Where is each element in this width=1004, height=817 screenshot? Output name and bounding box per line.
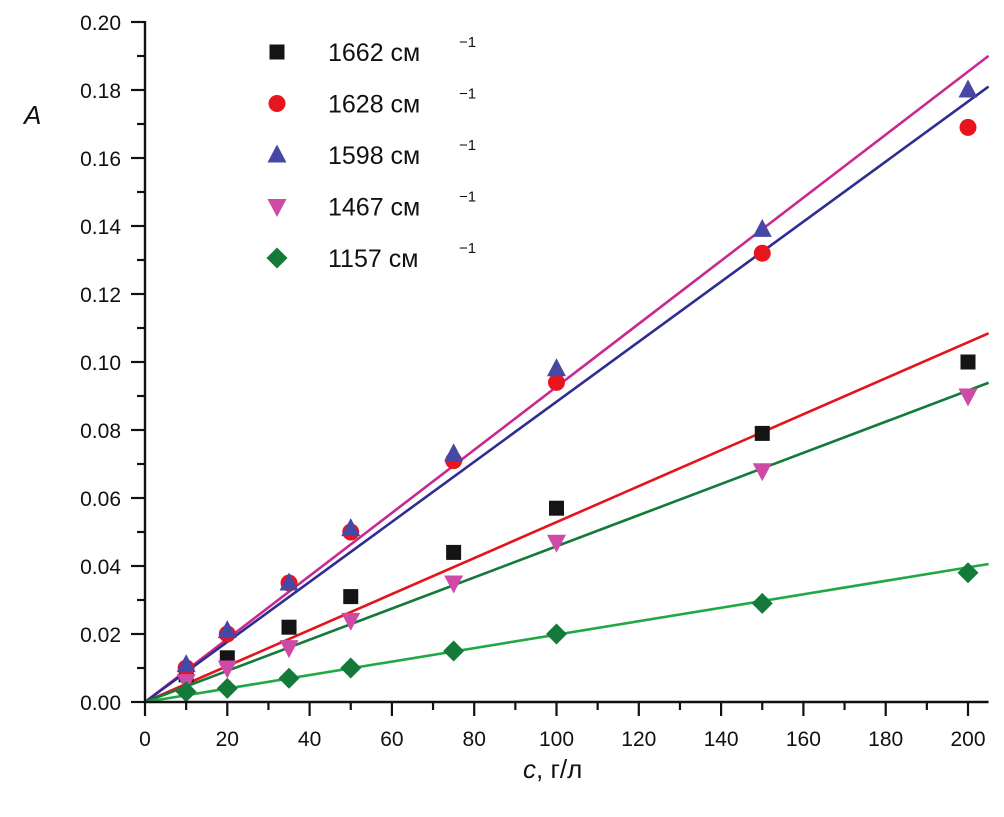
data-point-series-2 xyxy=(341,518,361,537)
legend-marker-circle-icon xyxy=(268,95,286,112)
legend-label: 1628 см xyxy=(328,91,420,119)
x-tick-label: 80 xyxy=(463,728,486,751)
data-point-series-3 xyxy=(752,463,772,482)
data-point-series-4 xyxy=(751,592,773,614)
legend-label: 1598 см xyxy=(328,142,420,170)
data-point-series-0 xyxy=(754,425,770,441)
data-point-series-4 xyxy=(216,677,238,699)
data-point-series-0 xyxy=(343,589,359,605)
data-point-series-3 xyxy=(547,534,566,553)
legend-superscript: −1 xyxy=(459,34,476,51)
x-tick-label: 120 xyxy=(621,728,656,751)
y-tick-label: 0.02 xyxy=(80,624,121,647)
data-point-series-2 xyxy=(547,358,566,377)
fit-line-4 xyxy=(144,562,989,704)
legend-marker-triangle-up-icon xyxy=(267,144,287,163)
fit-lines xyxy=(144,54,990,704)
legend-marker-diamond-icon xyxy=(266,247,288,269)
legend-label: 1157 см xyxy=(328,245,418,273)
x-tick-label: 180 xyxy=(868,728,903,751)
data-point-series-4 xyxy=(340,657,362,679)
legend-item: 1598 см −1 xyxy=(267,137,476,170)
data-point-series-2 xyxy=(176,654,196,673)
x-tick-label: 100 xyxy=(539,728,574,751)
legend-item: 1467 см −1 xyxy=(267,189,476,222)
data-point-series-2 xyxy=(752,218,772,237)
x-tick-label: 160 xyxy=(786,728,821,751)
y-tick-label: 0.00 xyxy=(80,692,121,715)
legend-label: 1467 см xyxy=(328,194,420,222)
x-axis-title: c, г/л xyxy=(523,754,582,784)
data-point-series-1 xyxy=(753,244,771,262)
legend-marker-triangle-down-icon xyxy=(267,199,287,217)
data-point-series-3 xyxy=(444,575,464,594)
data-point-series-3 xyxy=(217,660,237,679)
axes xyxy=(143,21,989,704)
fit-line-0 xyxy=(144,332,990,704)
data-point-series-3 xyxy=(341,612,361,631)
data-point-series-4 xyxy=(957,562,979,584)
legend-superscript: −1 xyxy=(459,86,476,103)
data-point-series-2 xyxy=(444,443,464,462)
x-tick-label: 200 xyxy=(950,728,985,751)
data-point-series-2 xyxy=(217,620,237,639)
axis-ticks: 0 20 40 60 80 100 120 140 160 180 200 0.00 0.02 0.04 0… xyxy=(80,12,985,751)
x-tick-label: 40 xyxy=(298,728,321,751)
x-tick-label: 0 xyxy=(139,728,151,751)
legend-label: 1662 см xyxy=(328,39,420,67)
y-tick-label: 0.04 xyxy=(80,556,121,579)
fit-line-2 xyxy=(144,85,990,704)
data-point-series-1 xyxy=(959,118,977,136)
legend-superscript: −1 xyxy=(459,137,476,154)
data-point-series-0 xyxy=(281,619,297,635)
fit-line-1 xyxy=(144,54,990,704)
data-point-series-4 xyxy=(443,640,465,662)
legend-item: 1628 см −1 xyxy=(268,86,476,119)
data-point-series-4 xyxy=(546,623,567,645)
data-point-series-1 xyxy=(548,373,565,391)
legend-superscript: −1 xyxy=(459,189,476,206)
data-markers xyxy=(175,79,979,703)
x-axis-unit: , г/л xyxy=(536,754,582,784)
legend-marker-square-icon xyxy=(269,44,285,60)
y-tick-label: 0.14 xyxy=(80,216,121,239)
y-tick-label: 0.16 xyxy=(80,148,121,171)
x-tick-label: 140 xyxy=(704,728,739,751)
y-tick-label: 0.08 xyxy=(80,420,121,443)
y-tick-label: 0.18 xyxy=(80,80,121,103)
y-tick-label: 0.10 xyxy=(80,352,121,375)
data-point-series-2 xyxy=(958,79,978,98)
y-tick-label: 0.20 xyxy=(80,12,121,35)
data-point-series-0 xyxy=(446,544,462,560)
data-point-series-4 xyxy=(175,681,197,703)
y-tick-label: 0.12 xyxy=(80,284,121,307)
y-tick-label: 0.06 xyxy=(80,488,121,511)
y-axis-title: A xyxy=(22,100,41,130)
data-point-series-3 xyxy=(958,388,978,407)
data-point-series-0 xyxy=(960,354,976,370)
fit-line-3 xyxy=(144,381,990,704)
legend-item: 1157 см −1 xyxy=(266,240,476,273)
legend-superscript: −1 xyxy=(459,240,476,257)
data-point-series-3 xyxy=(279,640,299,659)
legend-item: 1662 см −1 xyxy=(269,34,476,67)
x-tick-label: 20 xyxy=(216,728,239,751)
data-point-series-0 xyxy=(549,500,564,516)
data-point-series-2 xyxy=(279,572,299,591)
data-point-series-4 xyxy=(278,667,300,689)
x-tick-label: 60 xyxy=(380,728,403,751)
x-axis-variable: c xyxy=(523,754,536,784)
